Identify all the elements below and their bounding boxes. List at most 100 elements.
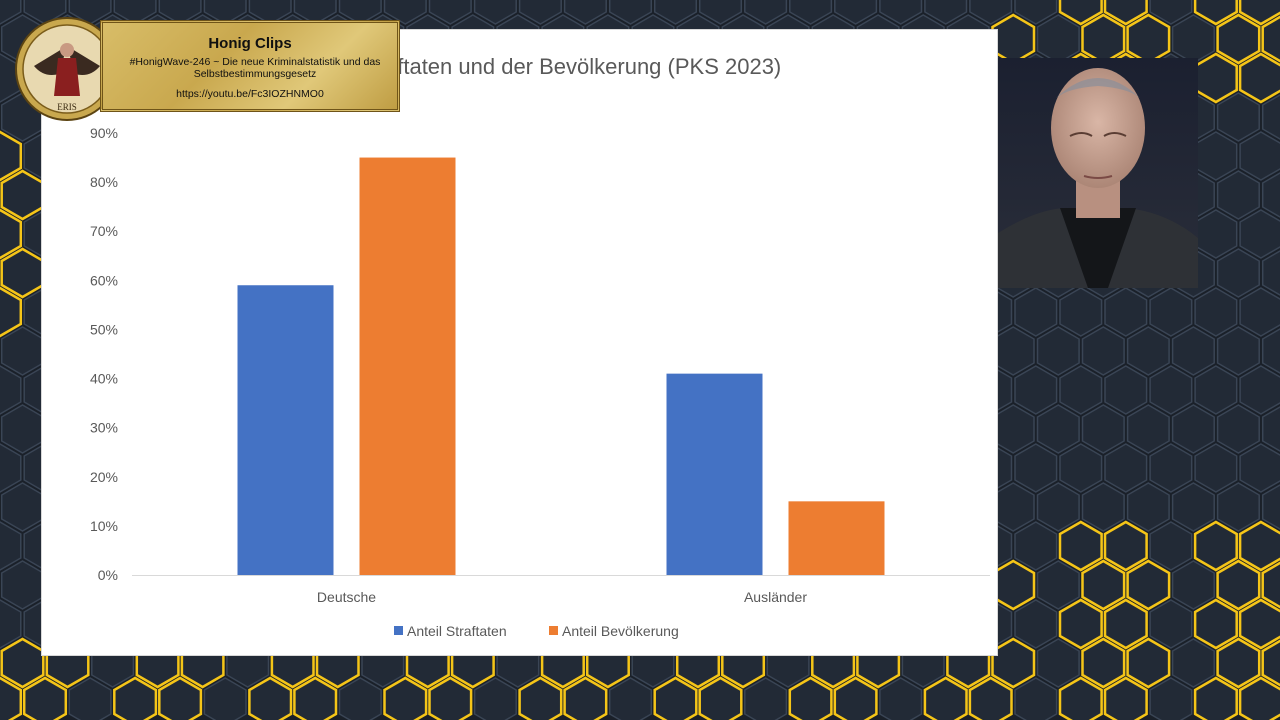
hexagon-tile [1193, 676, 1238, 720]
hexagon-tile [1103, 676, 1148, 720]
hexagon-tile [1103, 520, 1148, 572]
y-tick-label: 20% [90, 469, 118, 485]
hexagon-tile [1126, 482, 1170, 532]
hexagon-tile [1126, 404, 1170, 454]
hexagon-tile [0, 0, 22, 25]
hexagon-tile [0, 365, 22, 415]
y-tick-label: 40% [90, 371, 118, 387]
hexagon-tile [0, 247, 45, 299]
hexagon-tile [1014, 677, 1058, 720]
hexagon-tile [923, 676, 968, 720]
hexagon-tile [1261, 328, 1280, 374]
x-category-label: Deutsche [317, 589, 376, 605]
hexagon-tile [1014, 287, 1058, 337]
hexagon-tile [158, 676, 203, 720]
hexagon-tile [248, 676, 293, 720]
hexagon-tile [653, 0, 698, 25]
hexagon-tile [1194, 287, 1238, 337]
hexagon-tile [1193, 52, 1238, 104]
hexagon-tile [1261, 561, 1280, 609]
hexagon-tile [1194, 443, 1238, 493]
legend-label: Anteil Bevölkerung [562, 623, 679, 639]
hexagon-tile [1059, 365, 1103, 415]
hexagon-tile [1216, 170, 1260, 220]
hexagon-tile [1194, 365, 1238, 415]
video-url[interactable]: https://youtu.be/Fc3IOZHNMO0 [176, 88, 324, 100]
hexagon-tile [1058, 598, 1103, 650]
hexagon-tile [1239, 443, 1280, 493]
y-tick-label: 80% [90, 174, 118, 190]
presentation-slide: aftaten und der Bevölkerung (PKS 2023) 0%… [42, 30, 997, 655]
hexagon-tile [1149, 287, 1193, 337]
hexagon-tile [1103, 598, 1148, 650]
hexagon-tile [1036, 404, 1080, 454]
hexagon-tile [1171, 326, 1215, 376]
hexagon-tile [1036, 482, 1080, 532]
chart-title: aftaten und der Bevölkerung (PKS 2023) [385, 54, 781, 79]
y-tick-label: 10% [90, 518, 118, 534]
hexagon-tile [1058, 520, 1103, 572]
hexagon-tile [1036, 14, 1080, 64]
hexagon-tile [1126, 326, 1170, 376]
hexagon-tile [1238, 676, 1280, 720]
hexagon-tile [1149, 521, 1193, 571]
hexagon-tile [1014, 443, 1058, 493]
hexagon-tile [1104, 287, 1148, 337]
hexagon-tile [1059, 443, 1103, 493]
hexagon-tile [1081, 637, 1126, 689]
hexagon-tile [1216, 404, 1260, 454]
bar-anteil-straftaten-0 [237, 285, 334, 575]
hexagon-tile [924, 0, 968, 25]
hexagon-tile [1036, 326, 1080, 376]
hexagon-tile [203, 677, 247, 720]
hexagon-tile [293, 0, 337, 25]
hexagon-tile [969, 0, 1013, 25]
hexagon-tile [1171, 404, 1215, 454]
hexagon-tile [1149, 677, 1193, 720]
hexagon-tile [0, 130, 23, 182]
hexagon-tile [879, 677, 923, 720]
hexagon-tile [1261, 406, 1280, 452]
hexagon-tile [1239, 131, 1280, 181]
hexagon-tile [1014, 365, 1058, 415]
hexagon-tile [1216, 248, 1260, 298]
bar-anteil-bevölkerung-1 [788, 501, 885, 575]
hexagon-tile [1081, 13, 1126, 65]
hexagon-tile [1216, 482, 1260, 532]
hexagon-tile [113, 676, 158, 720]
hexagon-tile [0, 637, 45, 689]
hexagon-tile [1126, 13, 1171, 65]
hexagon-tile [1239, 287, 1280, 337]
hexagon-tile [608, 0, 653, 25]
hexagon-tile [1104, 365, 1148, 415]
hexagon-tile [383, 676, 428, 720]
hexagon-tile [1171, 638, 1215, 688]
hexagon-tile [1261, 484, 1280, 530]
hexagon-tile [473, 0, 517, 25]
hexagon-tile [1081, 559, 1126, 611]
hexagon-tile [113, 0, 157, 25]
hexagon-tile [248, 0, 292, 25]
hexagon-tile [338, 677, 382, 720]
episode-title: #HonigWave-246 ~ Die neue Kriminalstatis… [129, 56, 381, 80]
hexagon-tile [1149, 0, 1193, 25]
hexagon-tile [1081, 404, 1125, 454]
hexagon-tile [698, 676, 743, 720]
hexagon-tile [1059, 287, 1103, 337]
legend-label: Anteil Straftaten [407, 623, 507, 639]
hexagon-tile [518, 0, 562, 25]
hexagon-tile [991, 637, 1036, 689]
hexagon-tile [788, 676, 833, 720]
hexagon-tile [1171, 560, 1215, 610]
y-tick-label: 30% [90, 420, 118, 436]
hexagon-tile [0, 676, 23, 720]
hexagon-tile [1081, 326, 1125, 376]
hexagon-tile [1103, 0, 1148, 26]
hexagon-tile [968, 676, 1013, 720]
y-tick-label: 50% [90, 321, 118, 337]
hexagon-tile [1014, 0, 1058, 25]
hexagon-tile [1014, 521, 1058, 571]
hexagon-tile [653, 676, 698, 720]
legend-swatch [549, 626, 558, 635]
hexagon-tile [1238, 52, 1280, 104]
